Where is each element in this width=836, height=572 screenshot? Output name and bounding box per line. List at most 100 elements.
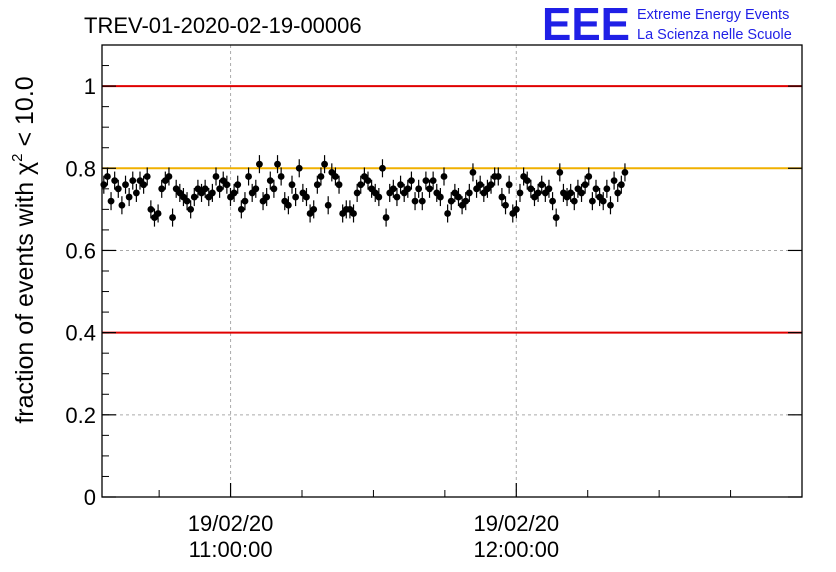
data-point	[487, 175, 495, 194]
data-point	[418, 192, 426, 211]
data-point	[201, 179, 209, 198]
data-point	[375, 187, 383, 207]
marker	[610, 177, 618, 185]
marker	[581, 181, 589, 189]
data-point	[549, 192, 556, 211]
marker	[256, 160, 263, 168]
data-point	[379, 159, 386, 178]
marker	[556, 168, 564, 176]
marker	[408, 177, 415, 185]
data-point	[241, 192, 249, 211]
data-point	[140, 175, 148, 194]
marker	[122, 181, 129, 189]
marker	[578, 189, 585, 197]
marker	[465, 189, 473, 197]
marker	[505, 181, 513, 189]
data-point	[545, 179, 553, 198]
eee-logo: EEE Extreme Energy Events La Scienza nel…	[542, 0, 792, 50]
data-point	[422, 171, 430, 190]
marker	[284, 201, 292, 209]
marker	[404, 185, 412, 193]
data-point	[190, 187, 198, 207]
data-point	[581, 175, 589, 194]
data-point	[277, 167, 285, 186]
data-point	[447, 192, 455, 211]
data-point	[426, 179, 433, 198]
data-point	[223, 175, 231, 194]
data-point	[350, 204, 357, 223]
data-point	[585, 167, 593, 186]
data-point	[408, 171, 415, 190]
marker	[335, 181, 343, 189]
logo-line-2: La Scienza nelle Scuole	[637, 27, 792, 43]
data-point	[444, 204, 452, 223]
marker	[462, 197, 470, 205]
marker	[476, 181, 484, 189]
data-point	[614, 183, 622, 202]
data-point	[332, 167, 339, 186]
chart-title: TREV-01-2020-02-19-00006	[84, 13, 362, 38]
y-tick-label: 0.8	[65, 156, 96, 181]
data-point	[570, 192, 578, 211]
data-point	[436, 187, 444, 207]
marker	[552, 214, 560, 221]
data-point	[169, 208, 176, 227]
reference-lines	[102, 85, 802, 334]
data-point	[187, 200, 195, 219]
grid-lines	[102, 45, 802, 497]
data-point	[237, 200, 245, 219]
marker	[614, 189, 622, 197]
data-point	[556, 163, 564, 182]
logo-letters: EEE	[542, 0, 630, 50]
data-point	[505, 175, 513, 194]
marker	[422, 177, 430, 185]
marker	[295, 164, 303, 172]
data-point	[382, 208, 390, 227]
data-point	[245, 167, 252, 186]
marker	[332, 173, 339, 180]
data-point	[230, 183, 238, 202]
data-point	[147, 200, 155, 219]
data-point	[324, 196, 332, 215]
data-point	[411, 192, 419, 211]
marker	[487, 181, 495, 189]
data-point	[252, 179, 260, 198]
marker	[245, 173, 252, 180]
data-point	[212, 167, 220, 186]
data-point	[183, 192, 191, 211]
data-point	[310, 200, 318, 219]
marker	[208, 189, 216, 197]
marker	[534, 189, 542, 197]
data-point	[567, 183, 575, 202]
data-point	[129, 171, 137, 190]
data-point	[274, 155, 281, 174]
marker	[469, 168, 477, 176]
marker	[129, 177, 137, 185]
data-point	[303, 187, 310, 207]
y-tick-labels: 0 0.2 0.4 0.6 0.8 1	[65, 74, 96, 510]
data-point	[415, 179, 423, 198]
data-point	[104, 167, 111, 186]
marker	[494, 173, 502, 180]
marker	[104, 173, 111, 180]
marker	[234, 181, 242, 189]
data-point	[353, 183, 361, 202]
marker	[498, 193, 506, 201]
data-point	[263, 187, 271, 207]
marker	[364, 177, 372, 185]
marker	[303, 193, 310, 201]
data-point	[114, 179, 122, 198]
x-tick-date: 19/02/20	[473, 511, 559, 536]
marker	[455, 193, 462, 201]
data-point	[165, 167, 173, 186]
marker	[538, 181, 546, 189]
marker	[588, 197, 596, 205]
data-point	[335, 175, 343, 194]
marker	[266, 177, 274, 185]
marker	[350, 210, 357, 217]
marker	[375, 193, 383, 201]
data-point	[502, 196, 509, 215]
marker	[516, 189, 524, 197]
data-point	[158, 179, 166, 198]
